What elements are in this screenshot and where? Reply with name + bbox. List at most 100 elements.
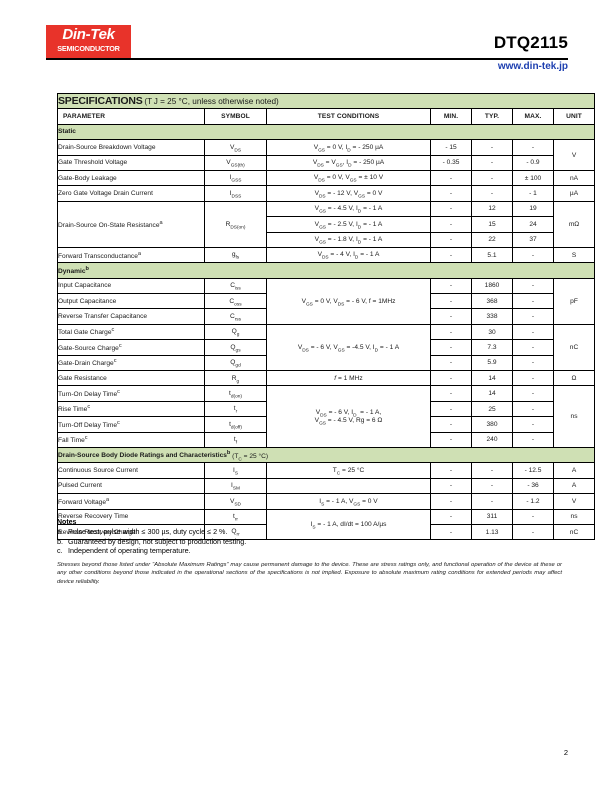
section-name: Drain-Source Body Diode Ratings and Char… — [58, 452, 227, 460]
table-title-condition: (T J = 25 °C, unless otherwise noted) — [144, 97, 279, 107]
param-conditions — [266, 477, 431, 495]
param-note-ref: c — [84, 435, 88, 442]
param-note-ref: a — [137, 250, 142, 257]
col-max: MAX. — [512, 108, 554, 125]
table-row: Gate Resistance Rg f = 1 MHz - 14 - Ω — [57, 370, 596, 387]
param-unit: ns — [552, 385, 596, 448]
table-row: Pulsed Current ISM - - - 36 A — [57, 477, 596, 495]
notes-block: Notes a. Pulse test; pulse width ≤ 300 µs… — [57, 519, 567, 556]
column-header-row: PARAMETER SYMBOL TEST CONDITIONS MIN. TY… — [57, 108, 596, 125]
param-min: - — [430, 323, 472, 341]
param-name: Turn-On Delay Timec — [57, 385, 205, 402]
param-unit: A — [552, 462, 596, 479]
notes-title: Notes — [57, 519, 77, 526]
param-max: - — [512, 139, 554, 156]
table-row: Gate-Drain Chargec Qgd - 5.9 - — [57, 354, 595, 372]
param-typ: - — [471, 477, 513, 495]
param-unit: pF — [552, 277, 596, 325]
table-row: Forward Voltagea VSD IS = - 1 A, VGS = 0… — [57, 493, 596, 510]
param-min: - 15 — [430, 139, 472, 156]
param-typ: 240 — [471, 431, 513, 448]
param-unit: nC — [552, 523, 596, 541]
param-conditions: VDS = 0 V, VGS = ± 10 V — [266, 169, 431, 187]
param-min: - 0.35 — [430, 154, 472, 171]
param-typ: - — [471, 169, 513, 187]
table-row: Reverse Recovery Charge Qrr - 1.13 - nC — [57, 523, 596, 541]
param-max: - — [512, 385, 554, 402]
param-name: Forward Transconductancea — [57, 246, 205, 264]
param-symbol: gfs — [204, 246, 267, 264]
param-name: Gate Resistance — [57, 370, 205, 387]
table-row: Rise Timec tr - 25 - — [57, 400, 595, 418]
param-name: Input Capacitance — [57, 277, 205, 295]
param-label: Forward Voltage — [58, 498, 107, 506]
param-symbol: Rg — [204, 370, 267, 387]
param-label: Total Gate Charge — [58, 329, 112, 337]
param-name: Turn-Off Delay Timec — [57, 416, 205, 433]
table-row: Continuous Source Current IS TC = 25 °C … — [57, 462, 596, 479]
param-label: Drain-Source On-State Resistance — [58, 221, 160, 229]
param-symbol: tf — [204, 431, 267, 448]
param-symbol: VDS — [204, 139, 267, 156]
param-symbol: VSD — [204, 493, 267, 510]
note-text: Pulse test; pulse width ≤ 300 µs, duty c… — [68, 527, 228, 536]
table-row: Input Capacitance Ciss VGS = 0 V, VDS = … — [57, 277, 596, 325]
param-max: - — [512, 308, 554, 325]
param-symbol: td(on) — [204, 385, 267, 402]
param-unit: Ω — [552, 370, 596, 387]
website-link[interactable]: www.din-tek.jp — [497, 61, 568, 72]
param-note-ref: c — [117, 389, 120, 396]
param-max: - 1.2 — [512, 493, 554, 510]
param-typ: 15 — [471, 216, 513, 233]
param-max: - 1 — [512, 185, 554, 202]
table-row: Gate Threshold Voltage VGS(th) VDS = VGS… — [57, 154, 595, 171]
param-min: - — [430, 231, 472, 248]
param-min: - — [430, 246, 472, 264]
param-symbol: Qrr — [204, 523, 267, 541]
part-number: DTQ2115 — [493, 33, 568, 52]
note-label: a. — [57, 527, 63, 536]
logo-wordmark: Din-Tek — [62, 26, 115, 43]
param-typ: - — [471, 154, 513, 171]
param-typ: 1.13 — [471, 523, 513, 541]
param-note-ref: c — [113, 358, 117, 365]
table-row: Reverse Transfer Capacitance Crss - 338 … — [57, 308, 595, 325]
table-title-cell: SPECIFICATIONS (T J = 25 °C, unless othe… — [56, 92, 596, 110]
param-conditions: VDS = - 4 V, ID = - 1 A — [266, 246, 431, 264]
param-name: Gate Threshold Voltage — [57, 154, 205, 171]
param-conditions: f = 1 MHz — [266, 370, 431, 387]
param-min: - — [430, 493, 472, 510]
specifications-table: SPECIFICATIONS (T J = 25 °C, unless othe… — [56, 92, 596, 541]
note-label: b. — [57, 536, 63, 546]
table-row: Gate-Body Leakage IGSS VDS = 0 V, VGS = … — [57, 169, 596, 187]
param-symbol: td(off) — [204, 416, 267, 433]
param-note-ref: c — [87, 404, 91, 411]
param-typ: 368 — [471, 293, 513, 310]
param-max: 19 — [512, 200, 554, 218]
param-typ: 338 — [471, 308, 513, 325]
param-typ: 12 — [471, 200, 513, 218]
section-label-dynamic: Dynamicb — [56, 262, 596, 279]
table-title-row: SPECIFICATIONS (T J = 25 °C, unless othe… — [56, 92, 596, 110]
param-conditions: IS = - 1 A, VGS = 0 V — [266, 493, 431, 510]
section-header-dynamic: Dynamicb — [56, 262, 596, 279]
col-typ: TYP. — [471, 108, 513, 125]
param-unit: V — [552, 139, 596, 171]
param-label: Fall Time — [58, 437, 85, 445]
param-typ: 5.1 — [471, 246, 513, 264]
param-conditions: VGS = - 1.8 V, ID = - 1 A — [266, 231, 431, 248]
param-min: - — [430, 385, 472, 402]
section-name-suffix: (TC = 25 °C) — [230, 452, 269, 462]
param-label: Gate-Drain Charge — [58, 360, 114, 368]
param-name: Gate-Drain Chargec — [57, 354, 205, 372]
page-header: Din-Tek SEMICONDUCTOR DTQ2115 www.din-te… — [0, 0, 612, 80]
param-name: Drain-Source Breakdown Voltage — [57, 139, 205, 156]
section-label-body-diode: Drain-Source Body Diode Ratings and Char… — [56, 446, 596, 464]
param-label: Gate-Source Charge — [58, 345, 119, 353]
table-row: VGS = - 1.8 V, ID = - 1 A - 22 37 — [58, 231, 595, 248]
param-typ: 14 — [471, 370, 513, 387]
param-min: - — [430, 416, 472, 433]
section-note-ref: b — [85, 265, 89, 272]
param-label: Turn-On Delay Time — [58, 391, 118, 399]
